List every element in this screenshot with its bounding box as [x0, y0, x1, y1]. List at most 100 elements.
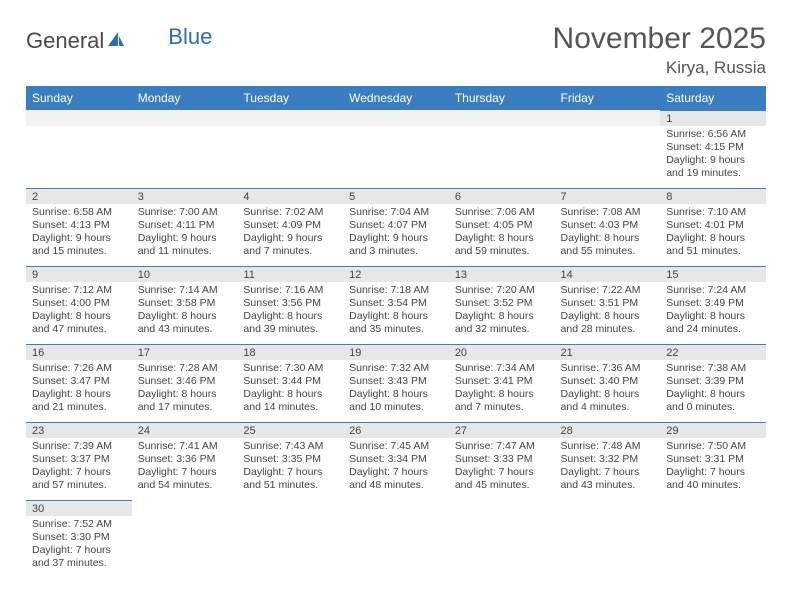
sunset: Sunset: 4:09 PM [243, 219, 337, 232]
day-body: Sunrise: 7:10 AMSunset: 4:01 PMDaylight:… [660, 204, 766, 263]
calendar-cell: 6Sunrise: 7:06 AMSunset: 4:05 PMDaylight… [449, 188, 555, 266]
empty-daynum [26, 110, 132, 126]
calendar-cell [555, 500, 661, 578]
calendar-cell [660, 500, 766, 578]
calendar-cell: 19Sunrise: 7:32 AMSunset: 3:43 PMDayligh… [343, 344, 449, 422]
sunrise: Sunrise: 7:50 AM [666, 440, 760, 453]
day-number: 16 [26, 344, 132, 360]
daylight: Daylight: 7 hours and 40 minutes. [666, 466, 760, 492]
calendar-table: Sunday Monday Tuesday Wednesday Thursday… [26, 86, 766, 578]
calendar-cell [449, 110, 555, 188]
calendar-body: 1Sunrise: 6:56 AMSunset: 4:15 PMDaylight… [26, 110, 766, 578]
daylight: Daylight: 7 hours and 51 minutes. [243, 466, 337, 492]
day-body: Sunrise: 7:22 AMSunset: 3:51 PMDaylight:… [555, 282, 661, 341]
day-number: 14 [555, 266, 661, 282]
sunset: Sunset: 4:00 PM [32, 297, 126, 310]
daylight: Daylight: 9 hours and 3 minutes. [349, 232, 443, 258]
sunrise: Sunrise: 7:39 AM [32, 440, 126, 453]
sunset: Sunset: 3:43 PM [349, 375, 443, 388]
sunset: Sunset: 3:39 PM [666, 375, 760, 388]
sunset: Sunset: 4:05 PM [455, 219, 549, 232]
day-number: 4 [237, 188, 343, 204]
calendar-week: 30Sunrise: 7:52 AMSunset: 3:30 PMDayligh… [26, 500, 766, 578]
sunset: Sunset: 4:13 PM [32, 219, 126, 232]
calendar-cell: 11Sunrise: 7:16 AMSunset: 3:56 PMDayligh… [237, 266, 343, 344]
calendar-cell: 28Sunrise: 7:48 AMSunset: 3:32 PMDayligh… [555, 422, 661, 500]
calendar-cell: 7Sunrise: 7:08 AMSunset: 4:03 PMDaylight… [555, 188, 661, 266]
sunrise: Sunrise: 7:41 AM [138, 440, 232, 453]
day-number: 13 [449, 266, 555, 282]
header: General Blue November 2025 Kirya, Russia [26, 22, 766, 78]
daylight: Daylight: 8 hours and 51 minutes. [666, 232, 760, 258]
sunrise: Sunrise: 7:34 AM [455, 362, 549, 375]
brand-general: General [26, 28, 104, 54]
sunrise: Sunrise: 7:28 AM [138, 362, 232, 375]
day-body: Sunrise: 7:45 AMSunset: 3:34 PMDaylight:… [343, 438, 449, 497]
calendar-cell [343, 500, 449, 578]
calendar-cell [449, 500, 555, 578]
dow-thursday: Thursday [449, 86, 555, 110]
day-body: Sunrise: 7:32 AMSunset: 3:43 PMDaylight:… [343, 360, 449, 419]
calendar-cell: 24Sunrise: 7:41 AMSunset: 3:36 PMDayligh… [132, 422, 238, 500]
day-number: 28 [555, 422, 661, 438]
day-number: 2 [26, 188, 132, 204]
calendar-cell: 9Sunrise: 7:12 AMSunset: 4:00 PMDaylight… [26, 266, 132, 344]
sunset: Sunset: 3:35 PM [243, 453, 337, 466]
day-number: 21 [555, 344, 661, 360]
sunset: Sunset: 3:46 PM [138, 375, 232, 388]
brand-logo: General Blue [26, 22, 212, 54]
daylight: Daylight: 8 hours and 47 minutes. [32, 310, 126, 336]
sunrise: Sunrise: 6:58 AM [32, 206, 126, 219]
calendar-cell [237, 110, 343, 188]
empty-daynum [132, 110, 238, 126]
day-body: Sunrise: 7:41 AMSunset: 3:36 PMDaylight:… [132, 438, 238, 497]
daylight: Daylight: 7 hours and 45 minutes. [455, 466, 549, 492]
sunrise: Sunrise: 7:52 AM [32, 518, 126, 531]
sunset: Sunset: 4:11 PM [138, 219, 232, 232]
daylight: Daylight: 7 hours and 54 minutes. [138, 466, 232, 492]
daylight: Daylight: 8 hours and 7 minutes. [455, 388, 549, 414]
calendar-cell: 2Sunrise: 6:58 AMSunset: 4:13 PMDaylight… [26, 188, 132, 266]
daylight: Daylight: 8 hours and 0 minutes. [666, 388, 760, 414]
day-number: 12 [343, 266, 449, 282]
calendar-cell: 14Sunrise: 7:22 AMSunset: 3:51 PMDayligh… [555, 266, 661, 344]
sunset: Sunset: 3:47 PM [32, 375, 126, 388]
day-body: Sunrise: 6:58 AMSunset: 4:13 PMDaylight:… [26, 204, 132, 263]
sunrise: Sunrise: 7:00 AM [138, 206, 232, 219]
empty-body [132, 126, 238, 132]
sunset: Sunset: 3:37 PM [32, 453, 126, 466]
sunrise: Sunrise: 7:18 AM [349, 284, 443, 297]
calendar-cell: 20Sunrise: 7:34 AMSunset: 3:41 PMDayligh… [449, 344, 555, 422]
day-number: 18 [237, 344, 343, 360]
day-number: 29 [660, 422, 766, 438]
dow-friday: Friday [555, 86, 661, 110]
sunrise: Sunrise: 7:12 AM [32, 284, 126, 297]
sunrise: Sunrise: 7:26 AM [32, 362, 126, 375]
sunrise: Sunrise: 7:47 AM [455, 440, 549, 453]
day-number: 5 [343, 188, 449, 204]
day-number: 11 [237, 266, 343, 282]
daylight: Daylight: 8 hours and 10 minutes. [349, 388, 443, 414]
calendar-cell: 21Sunrise: 7:36 AMSunset: 3:40 PMDayligh… [555, 344, 661, 422]
sunrise: Sunrise: 7:04 AM [349, 206, 443, 219]
dow-wednesday: Wednesday [343, 86, 449, 110]
day-body: Sunrise: 7:47 AMSunset: 3:33 PMDaylight:… [449, 438, 555, 497]
sunrise: Sunrise: 7:36 AM [561, 362, 655, 375]
day-body: Sunrise: 7:48 AMSunset: 3:32 PMDaylight:… [555, 438, 661, 497]
day-number: 17 [132, 344, 238, 360]
calendar-cell: 29Sunrise: 7:50 AMSunset: 3:31 PMDayligh… [660, 422, 766, 500]
daylight: Daylight: 9 hours and 11 minutes. [138, 232, 232, 258]
daylight: Daylight: 8 hours and 17 minutes. [138, 388, 232, 414]
day-number: 15 [660, 266, 766, 282]
day-body: Sunrise: 7:00 AMSunset: 4:11 PMDaylight:… [132, 204, 238, 263]
sunrise: Sunrise: 7:43 AM [243, 440, 337, 453]
day-number: 19 [343, 344, 449, 360]
day-body: Sunrise: 7:16 AMSunset: 3:56 PMDaylight:… [237, 282, 343, 341]
calendar-cell [132, 110, 238, 188]
calendar-cell [555, 110, 661, 188]
empty-body [555, 126, 661, 132]
sunrise: Sunrise: 7:06 AM [455, 206, 549, 219]
day-number: 1 [660, 110, 766, 126]
day-number: 23 [26, 422, 132, 438]
day-number: 25 [237, 422, 343, 438]
